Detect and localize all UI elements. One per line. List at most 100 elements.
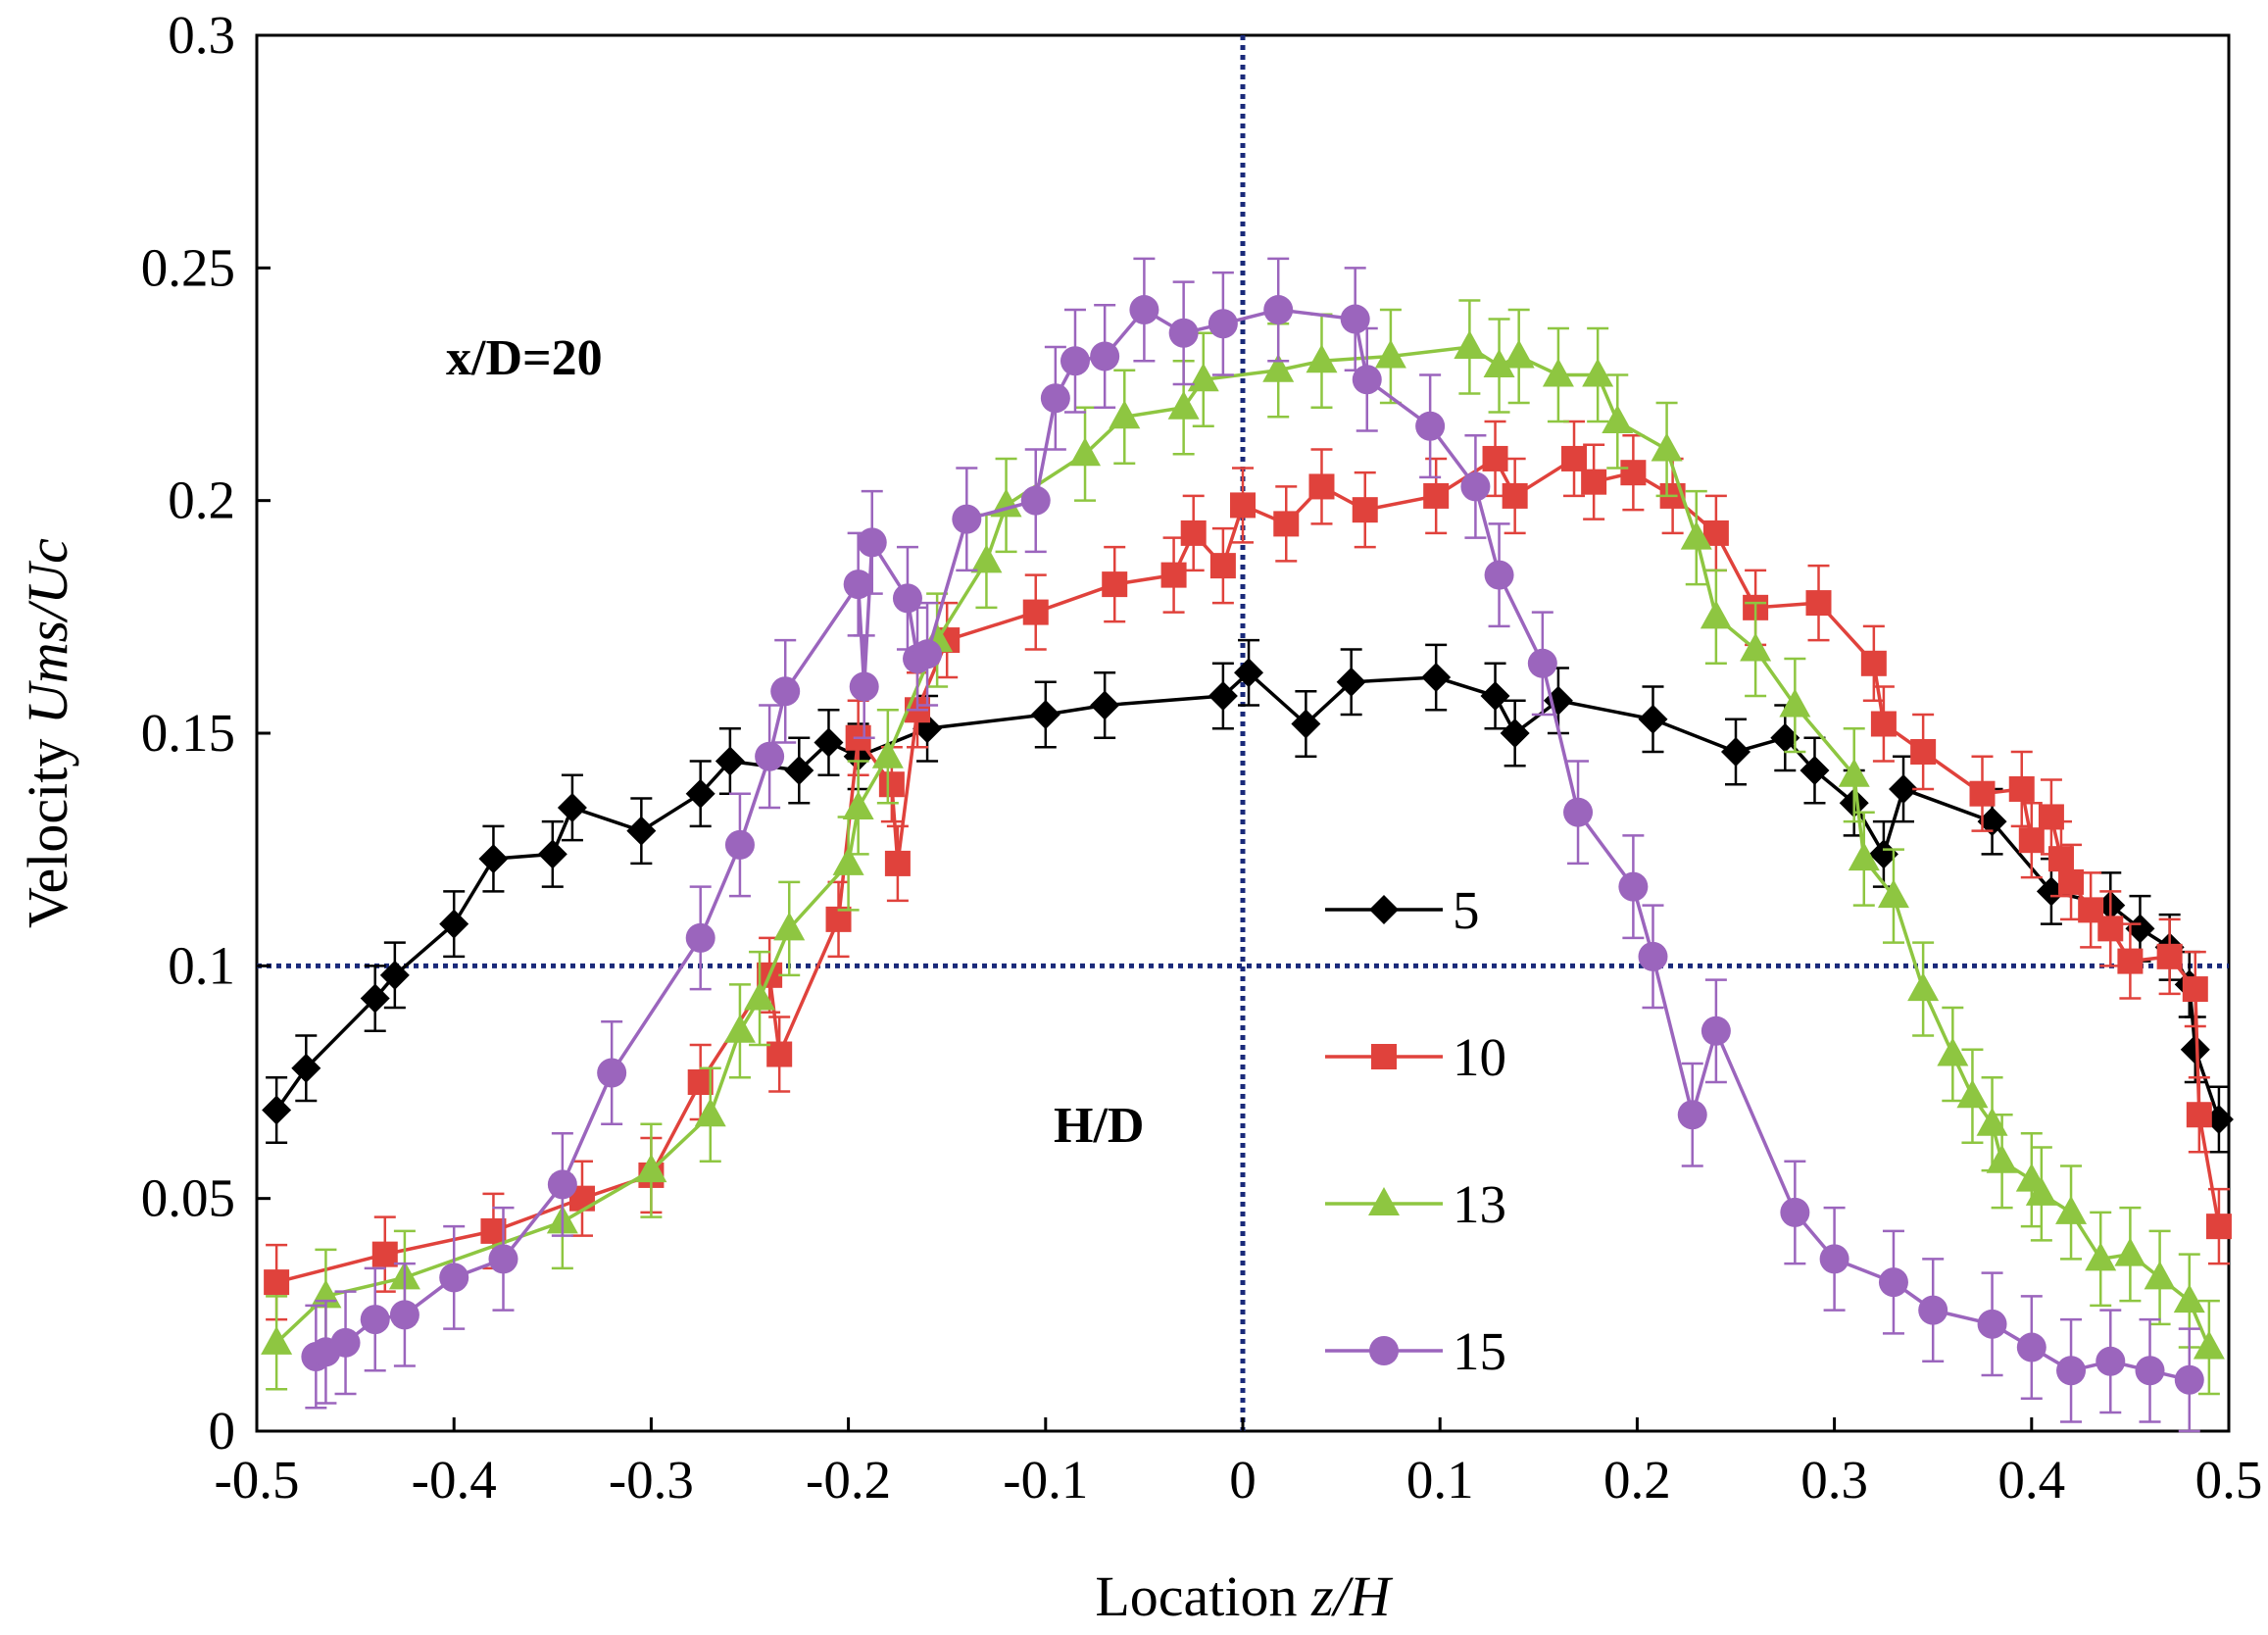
data-point [1102, 571, 1128, 598]
data-point [1030, 700, 1060, 730]
data-point [2125, 914, 2155, 944]
data-point [262, 1095, 292, 1125]
data-point [488, 1244, 518, 1274]
markers-13 [261, 330, 2225, 1360]
data-point [1602, 404, 1634, 433]
data-point [1208, 309, 1238, 339]
data-point [2055, 1195, 2088, 1224]
data-point [1483, 349, 1515, 378]
data-point [952, 504, 982, 534]
legend-item-13: 13 [1325, 1174, 1506, 1234]
data-point [439, 1263, 469, 1293]
x-axis-label-prefix: Location [1095, 1564, 1311, 1628]
data-point [1208, 681, 1238, 712]
series-5 [262, 638, 2234, 1154]
data-point [1060, 346, 1090, 376]
data-point [547, 1169, 577, 1200]
data-point [1868, 839, 1898, 869]
y-axis-ticks: 0 0.05 0.1 0.15 0.2 0.25 0.3 [141, 5, 271, 1461]
data-point [478, 844, 509, 874]
y-axis-label-prefix: Velocity [16, 724, 79, 928]
legend-marker [1369, 1336, 1399, 1365]
data-point [687, 1069, 714, 1095]
data-point [1581, 469, 1607, 495]
data-point [1352, 365, 1382, 395]
data-point [1848, 842, 1880, 871]
annotation-hd: H/D [1054, 1098, 1144, 1154]
data-point [360, 1305, 390, 1335]
data-point [1263, 295, 1294, 325]
x-tick-label: 0.3 [1800, 1450, 1868, 1510]
series-layer [261, 257, 2234, 1433]
x-axis-label-var: z/H [1310, 1564, 1394, 1628]
data-point [2173, 1284, 2205, 1313]
data-point [1638, 941, 1668, 971]
data-point [1482, 445, 1508, 471]
data-point [1020, 485, 1051, 516]
data-point [871, 739, 904, 768]
data-point [2193, 1330, 2225, 1360]
data-point [814, 727, 844, 758]
data-point [1415, 411, 1446, 441]
data-point [2038, 804, 2064, 830]
y-tick-label: 0.1 [168, 935, 235, 995]
data-point [770, 676, 801, 707]
series-line-5 [274, 669, 2221, 1120]
data-point [2095, 1346, 2126, 1376]
data-point [1500, 718, 1530, 748]
data-point [1976, 1107, 2008, 1136]
data-point [2144, 1261, 2176, 1290]
data-point [1878, 1267, 1908, 1298]
data-point [1779, 688, 1811, 718]
data-point [557, 792, 587, 822]
data-point [2008, 775, 2035, 802]
data-point [715, 746, 745, 776]
data-point [439, 909, 469, 939]
data-point [1306, 344, 1338, 373]
data-point [970, 544, 1003, 573]
data-point [2174, 1364, 2204, 1395]
data-point [723, 1014, 756, 1043]
data-point [1230, 492, 1256, 519]
data-point [635, 1154, 667, 1183]
data-point [1527, 648, 1557, 678]
data-point [1838, 758, 1870, 787]
legend-label: 5 [1453, 880, 1480, 940]
data-point [2135, 1356, 2165, 1386]
data-point [261, 1325, 293, 1355]
data-point [773, 912, 806, 941]
data-point [766, 1041, 793, 1067]
x-tick-label: 0.1 [1406, 1450, 1474, 1510]
data-point [1423, 482, 1450, 509]
reference-lines [257, 35, 2229, 1431]
series-15 [301, 257, 2204, 1433]
data-point [2180, 1034, 2210, 1065]
data-point [884, 850, 911, 876]
data-point [1860, 650, 1887, 676]
data-point [1700, 600, 1732, 629]
data-point [291, 1053, 321, 1083]
data-point [1209, 553, 1236, 579]
legend-item-5: 5 [1325, 880, 1480, 940]
data-point [1969, 780, 1996, 807]
y-tick-label: 0.15 [141, 703, 235, 763]
data-point [1129, 295, 1159, 325]
data-point [1040, 383, 1070, 414]
data-point [1502, 482, 1528, 509]
markers-5 [262, 658, 2234, 1134]
data-point [744, 981, 776, 1011]
data-point [1956, 1079, 1989, 1109]
data-point [1677, 1100, 1707, 1130]
data-point [1484, 560, 1514, 590]
data-point [1910, 738, 1937, 765]
data-point [1022, 599, 1049, 625]
data-point [1740, 632, 1772, 662]
data-point [2097, 916, 2124, 942]
data-point [1620, 460, 1647, 486]
legend-item-10: 10 [1325, 1027, 1506, 1087]
data-point [2182, 976, 2208, 1003]
data-point [1918, 1295, 1948, 1325]
data-point [1937, 1037, 1969, 1066]
data-point [1090, 690, 1120, 720]
data-point [1561, 445, 1588, 471]
